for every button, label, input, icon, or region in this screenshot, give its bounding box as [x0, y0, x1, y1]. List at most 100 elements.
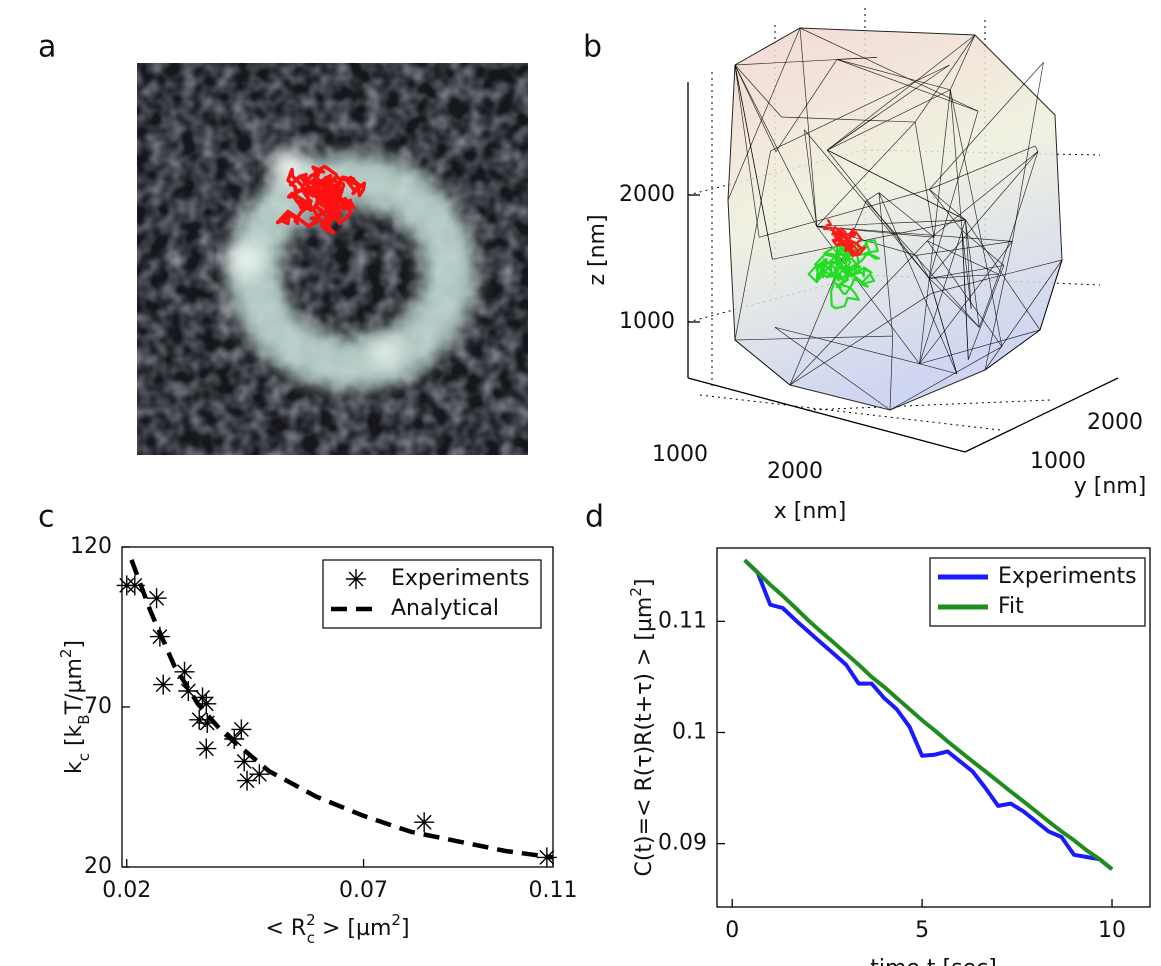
mesh-edge — [734, 64, 782, 118]
mesh-edge — [865, 192, 880, 202]
data-point — [237, 770, 258, 791]
mesh-edge — [770, 64, 950, 152]
data-point — [192, 687, 213, 708]
mesh-edge — [775, 59, 838, 152]
data-point — [234, 751, 255, 772]
y-tick-label: 0.1 — [672, 720, 707, 745]
mesh-edge — [774, 327, 891, 411]
mesh-edge — [734, 64, 773, 260]
mesh-edge — [789, 240, 928, 386]
mesh-edge — [878, 192, 935, 238]
mesh-edge — [927, 240, 1003, 347]
label-part: ] — [632, 578, 657, 587]
mesh-edge — [932, 259, 1063, 294]
mesh-edge — [914, 34, 976, 123]
mesh-edge — [1034, 145, 1039, 152]
mesh-edge — [929, 273, 999, 279]
series-line — [129, 559, 554, 860]
x-axis-label: x [nm] — [774, 499, 847, 524]
data-point — [174, 661, 195, 682]
trajectory-line — [823, 218, 867, 258]
mesh-edge — [734, 150, 771, 341]
mesh-edge — [961, 230, 972, 309]
mesh-edge — [816, 226, 920, 365]
mesh-edge — [949, 89, 989, 276]
data-point — [231, 719, 252, 740]
mesh-edge — [933, 89, 951, 238]
mesh-edge — [827, 64, 950, 151]
mesh-edge — [799, 27, 979, 112]
data-point — [189, 709, 210, 730]
y-tick-label: 1000 — [1030, 449, 1086, 474]
legend-marker — [346, 569, 366, 589]
x-axis-label: < R2 c > [µm2] — [265, 911, 409, 947]
mesh-edge — [774, 326, 920, 365]
label-part: ] — [401, 916, 410, 941]
z-axis-label: z [nm] — [585, 214, 610, 285]
mesh-edge — [781, 116, 916, 123]
label-part: 2 — [306, 911, 316, 929]
panel-label: d — [585, 500, 604, 535]
x-tick-label: 2000 — [767, 459, 823, 484]
mesh-edge — [759, 189, 930, 238]
mesh-edge — [889, 336, 894, 411]
mesh-edge — [928, 237, 935, 279]
mesh-edge — [916, 241, 1013, 256]
mesh-edge — [919, 363, 957, 375]
label-part: < R — [265, 916, 306, 941]
y-axis-label: y [nm] — [1074, 474, 1147, 499]
mesh-edge — [827, 34, 976, 151]
mesh-edge — [836, 59, 951, 91]
mesh-edge — [965, 219, 972, 309]
mesh-edge — [927, 151, 1039, 242]
legend-label: Fit — [998, 594, 1024, 619]
label-part: C(t)=< R(τ)R(t+τ) > [µm — [632, 597, 657, 877]
label-part: ] — [62, 640, 87, 649]
mesh-edge — [734, 64, 760, 238]
mesh-edge — [734, 64, 777, 152]
trajectory — [275, 164, 367, 235]
mesh-edge — [929, 145, 1036, 190]
series-line — [743, 558, 1114, 871]
data-point — [146, 588, 167, 609]
x-tick-label: 0.02 — [102, 878, 151, 903]
legend-box — [929, 557, 1146, 627]
mesh-edge — [734, 64, 818, 227]
series-line — [743, 558, 1114, 871]
mesh-edge — [919, 241, 1013, 365]
label-part: 2 — [627, 587, 645, 597]
trajectory-line — [807, 234, 881, 310]
label-part: c — [75, 753, 93, 761]
y-axis-label: kc [kBT/µm2] — [57, 640, 93, 774]
mesh-edge — [734, 335, 893, 341]
mesh-edge — [929, 62, 1044, 190]
mesh-edge — [927, 240, 999, 275]
z-tick-label: 2000 — [619, 182, 675, 207]
mesh-edge — [1039, 259, 1063, 331]
plot-frame — [716, 547, 1151, 908]
mesh-edge — [928, 278, 958, 374]
mesh-edge — [928, 278, 980, 328]
mesh-edge — [919, 219, 966, 364]
mesh-edge — [889, 346, 1003, 411]
mesh-edge — [967, 265, 1005, 360]
label-part: time t [sec] — [870, 956, 997, 966]
data-point — [196, 738, 217, 759]
mesh-edge — [827, 149, 966, 221]
mesh-edge — [816, 226, 1013, 242]
mesh-edge — [928, 151, 1039, 279]
mesh-edge — [816, 121, 916, 227]
mesh-edge — [827, 89, 951, 151]
x-tick-label: 5 — [915, 918, 929, 943]
mesh-edge — [836, 57, 877, 60]
mesh-edge — [965, 219, 980, 328]
legend-box — [322, 559, 542, 629]
mesh-edge — [988, 275, 1003, 347]
mesh-edge — [928, 111, 979, 279]
y-tick-label: 2000 — [1087, 410, 1143, 435]
mesh-edge — [919, 329, 1041, 365]
x-tick-label: 0.07 — [339, 878, 388, 903]
data-point — [414, 812, 435, 833]
